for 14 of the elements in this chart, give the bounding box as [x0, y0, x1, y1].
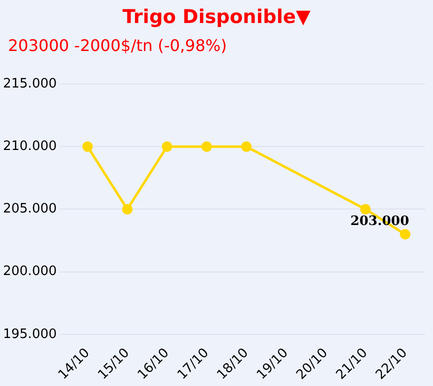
y-tick-label: 195.000	[2, 326, 57, 342]
point	[201, 141, 212, 152]
y-tick-label: 215.000	[2, 76, 57, 92]
y-tick-label: 205.000	[2, 202, 57, 217]
y-tick-label: 200.000	[2, 264, 57, 280]
point	[162, 141, 172, 152]
chart-subtitle: 203000 -2000$/tn (-0,98%)	[8, 36, 227, 55]
point	[400, 229, 410, 240]
point	[360, 204, 371, 214]
point	[241, 141, 252, 152]
point	[122, 204, 133, 214]
y-tick-label: 210.000	[2, 138, 57, 154]
chart-title: Trigo Disponible▼	[122, 6, 312, 28]
point	[82, 141, 93, 152]
